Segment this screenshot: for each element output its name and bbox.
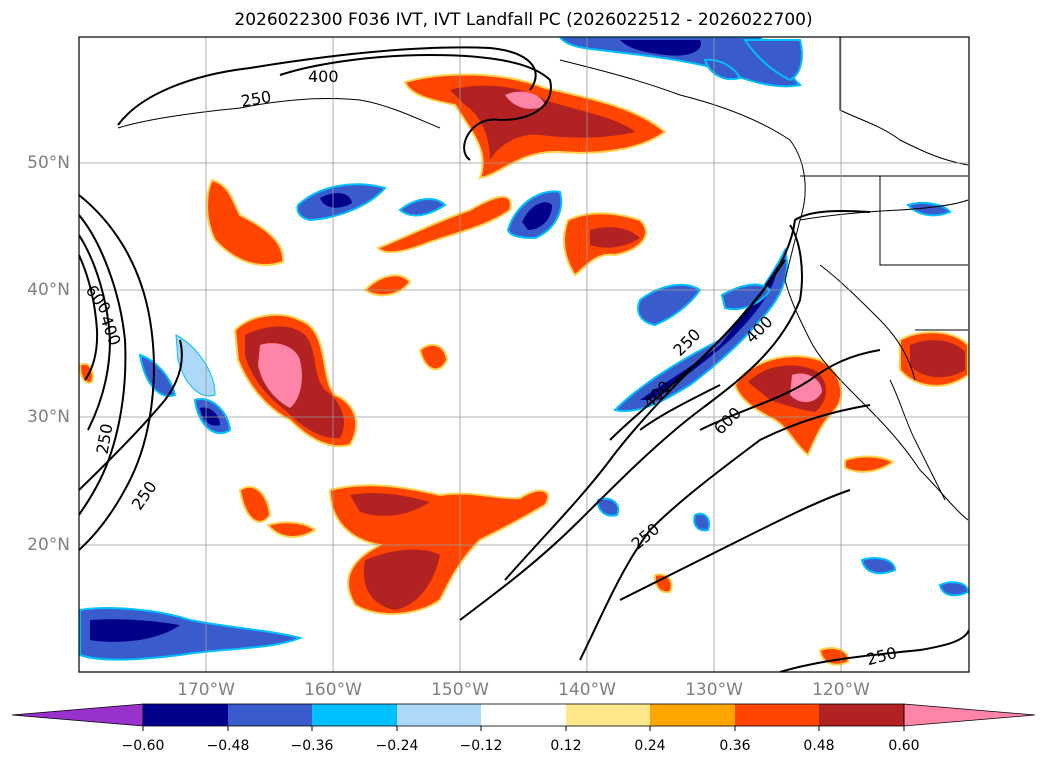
ivt-contours [79,46,969,672]
warm-blob-west [206,178,285,266]
colorbar-tick-label: −0.12 [459,738,503,754]
colorbar-segment [650,704,735,726]
plot-border [78,36,970,673]
lon-label: 130°W [685,680,743,700]
lon-label: 170°W [177,680,235,700]
map-title: 2026022300 F036 IVT, IVT Landfall PC (20… [234,10,813,30]
lat-label: 20°N [27,535,70,555]
colorbar [11,703,1036,731]
colorbar-min-extend [11,703,144,727]
colorbar-tick-label: 0.60 [888,738,920,754]
colorbar-max-extend [903,703,1036,727]
colorbar-segment [228,704,312,726]
colorbar-segment [566,704,650,726]
colorbar-segment [819,704,904,726]
colorbar-segment [735,704,819,726]
colorbar-tick-label: −0.24 [375,738,419,754]
colorbar-segment [481,704,566,726]
positive-ivt-regions [79,73,969,666]
lat-label: 50°N [27,153,70,173]
lat-label: 30°N [27,407,70,427]
colorbar-tick-label: 0.36 [719,738,751,754]
colorbar-tick-label: 0.48 [803,738,835,754]
contour-label: 400 [308,67,339,86]
colorbar-tick-label: −0.60 [121,738,165,754]
warm-blob-mid-north [376,195,512,254]
colorbar-tick-label: 0.24 [634,738,666,754]
lon-label: 150°W [431,680,489,700]
lon-label: 160°W [304,680,362,700]
colorbar-tick-label: 0.12 [550,738,582,754]
lat-label: 40°N [27,280,70,300]
negative-ivt-regions [79,37,969,661]
colorbar-segment [397,704,481,726]
gridlines [79,37,969,672]
colorbar-segment [143,704,228,726]
colorbar-tick-label: −0.48 [206,738,250,754]
colorbar-segment [312,704,397,726]
lon-label: 140°W [558,680,616,700]
coastlines [117,37,969,521]
lon-label: 120°W [812,680,870,700]
colorbar-tick-label: −0.36 [290,738,334,754]
